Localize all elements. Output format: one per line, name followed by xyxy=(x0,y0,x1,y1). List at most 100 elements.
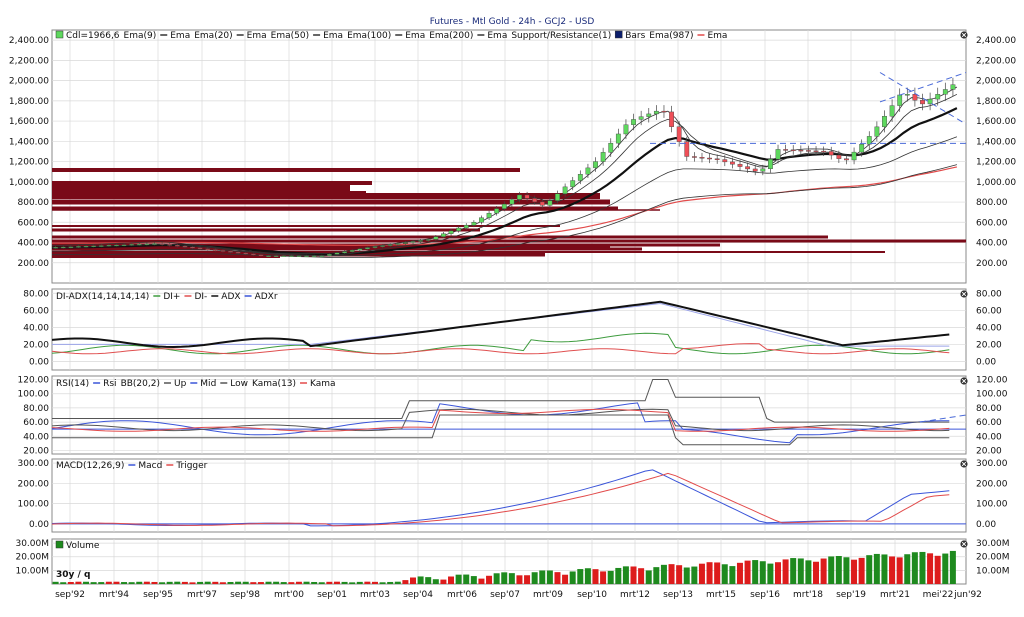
candle-up xyxy=(600,152,606,162)
candle-up xyxy=(311,255,317,257)
candle-up xyxy=(471,222,477,226)
candle-up xyxy=(296,255,302,257)
candle-up xyxy=(653,110,659,115)
kama-line xyxy=(51,408,950,432)
y-tick-label-left: 2,000.00 xyxy=(9,77,49,87)
volume-bar-up xyxy=(273,581,280,584)
candle-down xyxy=(243,252,249,255)
volume-bar-up xyxy=(904,554,911,584)
candle-up xyxy=(76,246,81,248)
candle-up xyxy=(91,245,97,248)
volume-bar-down xyxy=(858,557,865,584)
y-tick-label-left: 40.00 xyxy=(23,323,49,333)
candle-up xyxy=(889,105,895,117)
volume-bar-down xyxy=(189,582,196,584)
y-tick-label-left: 60.00 xyxy=(23,306,49,316)
y-tick-label-right: 80.00 xyxy=(976,404,1002,414)
volume-bar-up xyxy=(615,567,622,584)
candle-down xyxy=(661,110,667,113)
legend-swatch xyxy=(614,30,623,39)
candle-down xyxy=(828,151,834,156)
legend-label: ADXr xyxy=(255,292,278,302)
bb-up-line xyxy=(52,379,950,423)
candle-up xyxy=(851,151,857,161)
trend-up-dashed xyxy=(879,72,967,103)
candle-down xyxy=(783,149,789,151)
volume-bar-up xyxy=(242,581,249,584)
candle-up xyxy=(874,126,880,137)
x-tick-label: sep'10 xyxy=(577,590,607,600)
volume-bar-down xyxy=(326,581,333,584)
y-tick-label-right: 80.00 xyxy=(976,289,1002,299)
candle-up xyxy=(585,167,591,175)
volume-bar-down xyxy=(668,564,675,584)
x-tick-label: mrt'97 xyxy=(187,590,217,600)
y-tick-label-right: 20.00 xyxy=(976,446,1002,456)
candle-up xyxy=(760,168,766,172)
y-tick-label-left: 1,400.00 xyxy=(9,137,49,147)
volume-bar-up xyxy=(805,560,812,584)
volume-bar-down xyxy=(105,581,112,584)
candle-up xyxy=(288,255,294,257)
candle-down xyxy=(737,164,743,167)
candle-down xyxy=(676,126,682,142)
candle-up xyxy=(129,244,135,246)
candle-up xyxy=(349,250,355,252)
candle-up xyxy=(380,245,386,247)
candle-down xyxy=(228,251,233,253)
volume-bar-down xyxy=(219,582,226,584)
candle-up xyxy=(114,244,119,247)
legend-label: Bars xyxy=(625,31,645,41)
volume-bar-up xyxy=(660,564,667,584)
y-tick-label-left: 600.00 xyxy=(18,218,50,228)
y-tick-label-right: 1,600.00 xyxy=(976,117,1016,127)
volume-bar-down xyxy=(524,575,531,584)
y-tick-label-left: 80.00 xyxy=(23,404,49,414)
volume-bar-down xyxy=(75,581,82,584)
volume-bar-up xyxy=(767,563,774,584)
candle-up xyxy=(273,255,279,257)
legend-label: DI+ xyxy=(163,292,180,302)
candle-up xyxy=(479,217,484,223)
y-tick-label-left: 80.00 xyxy=(23,289,49,299)
y-tick-label-right: 1,200.00 xyxy=(976,158,1016,168)
candle-up xyxy=(357,248,363,251)
legend-label: Ema xyxy=(247,31,267,41)
volume-bar-down xyxy=(714,562,721,584)
volume-bar-up xyxy=(356,581,363,584)
volume-bar-up xyxy=(691,566,698,584)
volume-bar-up xyxy=(90,582,97,584)
volume-bar-up xyxy=(52,581,59,584)
x-tick-label: mrt'03 xyxy=(360,590,390,600)
x-tick-label: mrt'06 xyxy=(447,590,477,600)
candle-down xyxy=(539,201,545,206)
volume-bar-up xyxy=(174,581,181,584)
volume-bar-up xyxy=(197,581,204,584)
candle-up xyxy=(942,89,948,95)
candle-up xyxy=(501,203,507,209)
candle-up xyxy=(646,113,652,117)
candle-down xyxy=(258,254,264,257)
volume-bar-up xyxy=(303,581,310,584)
candle-up xyxy=(98,245,104,247)
panel-frame xyxy=(51,458,967,533)
y-tick-label-right: 1,400.00 xyxy=(976,137,1016,147)
volume-bar-up xyxy=(866,555,873,584)
volume-bar-up xyxy=(128,582,135,584)
volume-bar-up xyxy=(318,582,325,584)
volume-bar-up xyxy=(919,551,926,584)
candle-up xyxy=(83,245,89,248)
candle-down xyxy=(813,150,819,152)
legend-label: Ema(200) xyxy=(429,31,473,41)
candle-up xyxy=(144,243,150,246)
y-tick-label-right: 120.00 xyxy=(976,376,1008,386)
x-tick-label: sep'04 xyxy=(403,590,433,600)
volume-bar-down xyxy=(288,582,295,584)
volume-bar-down xyxy=(181,581,188,584)
y-tick-label-right: 1,000.00 xyxy=(976,178,1016,188)
volume-bar-up xyxy=(653,567,660,584)
candle-down xyxy=(532,198,538,203)
candle-down xyxy=(167,244,173,246)
candle-down xyxy=(691,156,697,158)
candle-up xyxy=(152,243,157,245)
